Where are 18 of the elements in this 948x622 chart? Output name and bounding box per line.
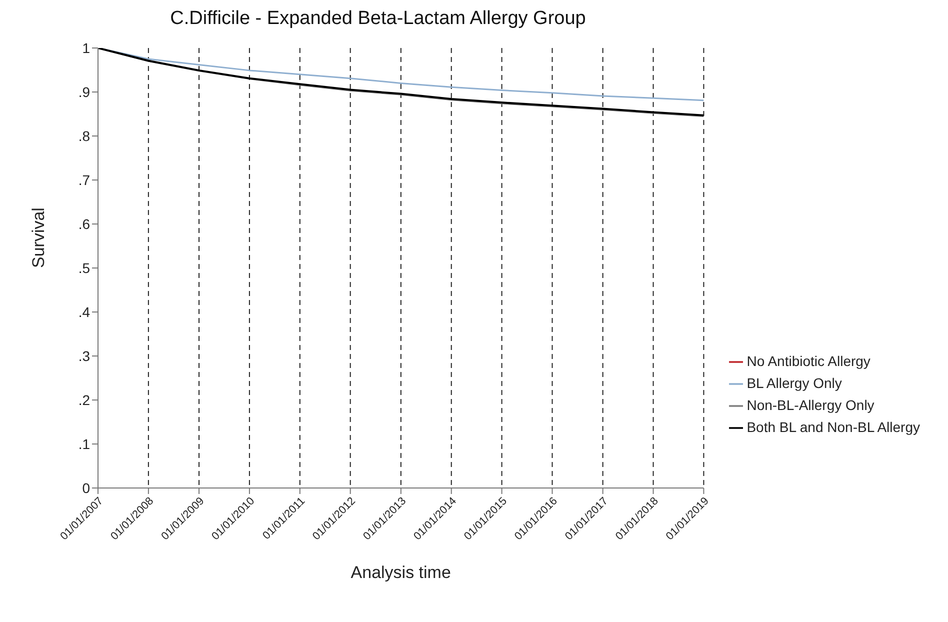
y-tick-label: .9 [78,84,90,100]
legend-label: No Antibiotic Allergy [746,353,870,369]
y-tick-label: .2 [78,392,90,408]
y-tick-label: .8 [78,128,90,144]
legend-label: Both BL and Non-BL Allergy [746,419,920,435]
legend-label: BL Allergy Only [746,375,842,391]
y-tick-label: .1 [78,436,90,452]
y-tick-label: 1 [82,40,90,56]
y-tick-label: .6 [78,216,90,232]
y-tick-label: .3 [78,348,90,364]
x-axis-title: Analysis time [350,563,451,582]
chart-title: C.Difficile - Expanded Beta-Lactam Allergy Group [169,8,587,30]
legend-label: Non-BL-Allergy Only [746,397,874,413]
y-tick-label: .4 [78,304,90,320]
y-tick-label: .5 [78,260,90,276]
y-tick-label: 0 [82,480,90,496]
y-tick-label: .7 [78,172,90,188]
y-axis-title: Survival [29,208,48,268]
